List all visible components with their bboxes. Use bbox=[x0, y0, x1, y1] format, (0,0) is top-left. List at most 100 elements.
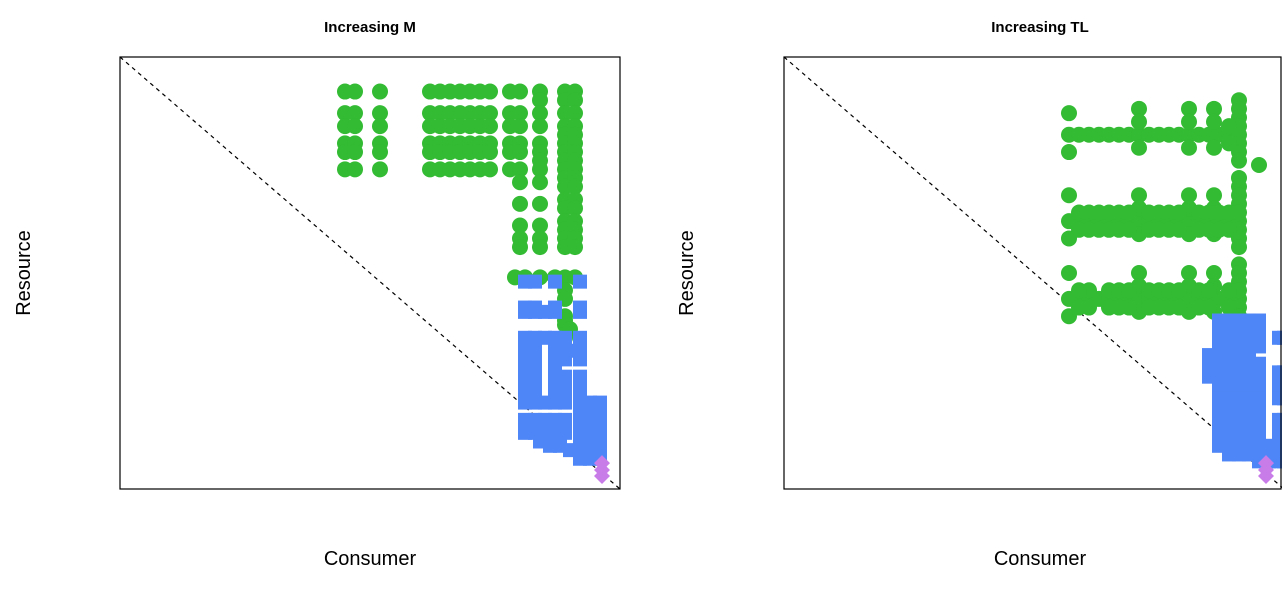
y-axis-label: Resource bbox=[676, 230, 698, 316]
data-point bbox=[1231, 152, 1247, 169]
chart-panel-2: Increasing TL Consumer Resource bbox=[676, 19, 1282, 570]
data-point bbox=[567, 178, 583, 195]
data-point bbox=[573, 274, 587, 289]
series-diamond bbox=[594, 455, 610, 485]
data-point bbox=[1277, 430, 1282, 445]
data-point bbox=[1171, 204, 1187, 221]
data-point bbox=[372, 118, 388, 135]
data-point bbox=[1258, 468, 1274, 485]
data-point bbox=[1252, 399, 1266, 414]
data-point bbox=[573, 304, 587, 319]
data-point bbox=[1211, 204, 1227, 221]
data-point bbox=[512, 83, 528, 100]
data-point bbox=[1221, 118, 1237, 135]
data-point bbox=[1171, 299, 1187, 316]
data-point bbox=[1121, 221, 1137, 238]
data-point bbox=[1131, 100, 1147, 117]
series-circle bbox=[1061, 92, 1267, 329]
data-point bbox=[1277, 365, 1282, 380]
data-point bbox=[512, 174, 528, 191]
data-point bbox=[512, 217, 528, 234]
data-point bbox=[347, 161, 363, 178]
data-point bbox=[372, 144, 388, 161]
series-square bbox=[518, 274, 607, 466]
data-point bbox=[1181, 100, 1197, 117]
data-point bbox=[567, 105, 583, 122]
data-point bbox=[573, 352, 587, 367]
data-point bbox=[1121, 299, 1137, 316]
data-point bbox=[1277, 374, 1282, 388]
series-circle bbox=[337, 83, 583, 346]
data-point bbox=[347, 105, 363, 122]
series-square bbox=[1202, 313, 1282, 469]
data-point bbox=[1231, 239, 1247, 256]
chart-title: Increasing TL bbox=[991, 19, 1089, 36]
y-axis-label: Resource bbox=[13, 230, 35, 316]
data-point bbox=[532, 217, 548, 234]
data-point bbox=[1201, 282, 1217, 299]
plot-area bbox=[120, 57, 620, 489]
data-point bbox=[532, 105, 548, 122]
data-point bbox=[482, 83, 498, 100]
data-point bbox=[482, 144, 498, 161]
data-point bbox=[512, 144, 528, 161]
data-point bbox=[1221, 299, 1237, 316]
data-point bbox=[1061, 187, 1077, 204]
data-point bbox=[1181, 265, 1197, 281]
diagonal-line bbox=[784, 57, 1282, 489]
plot-frame bbox=[119, 56, 621, 490]
data-point bbox=[1071, 299, 1087, 316]
plot-area bbox=[784, 57, 1282, 489]
data-point bbox=[1277, 421, 1282, 436]
data-point bbox=[1121, 282, 1137, 299]
data-point bbox=[1277, 438, 1282, 453]
data-point bbox=[512, 239, 528, 256]
data-point bbox=[1206, 139, 1222, 156]
data-point bbox=[347, 144, 363, 161]
data-point bbox=[1061, 105, 1077, 122]
data-point bbox=[1277, 330, 1282, 345]
data-point bbox=[1181, 187, 1197, 204]
data-point bbox=[372, 161, 388, 178]
data-point bbox=[1206, 100, 1222, 117]
chart-title: Increasing M bbox=[324, 19, 416, 36]
data-point bbox=[1061, 265, 1077, 281]
data-point bbox=[1131, 265, 1147, 281]
data-point bbox=[1277, 382, 1282, 397]
data-point bbox=[528, 274, 542, 289]
data-point bbox=[482, 105, 498, 122]
data-point bbox=[482, 161, 498, 178]
data-point bbox=[1277, 391, 1282, 406]
data-point bbox=[1061, 144, 1077, 161]
data-point bbox=[532, 195, 548, 212]
data-point bbox=[372, 105, 388, 122]
data-point bbox=[532, 118, 548, 135]
x-axis-label: Consumer bbox=[994, 548, 1087, 570]
data-point bbox=[1131, 187, 1147, 204]
data-point bbox=[567, 92, 583, 109]
data-point bbox=[372, 83, 388, 100]
data-point bbox=[512, 105, 528, 122]
data-point bbox=[573, 339, 587, 354]
data-point bbox=[482, 118, 498, 135]
plot-frame bbox=[783, 56, 1282, 490]
data-point bbox=[1206, 113, 1222, 130]
data-point bbox=[593, 399, 607, 414]
data-point bbox=[512, 195, 528, 212]
data-point bbox=[548, 274, 562, 289]
data-point bbox=[1121, 204, 1137, 221]
data-point bbox=[558, 425, 572, 440]
data-point bbox=[512, 118, 528, 135]
series-diamond bbox=[1258, 455, 1274, 485]
data-point bbox=[548, 304, 562, 319]
data-point bbox=[532, 174, 548, 191]
data-point bbox=[1206, 265, 1222, 281]
data-point bbox=[1131, 113, 1147, 130]
data-point bbox=[1277, 454, 1282, 469]
data-point bbox=[1201, 299, 1217, 316]
data-point bbox=[1277, 412, 1282, 427]
data-point bbox=[1171, 282, 1187, 299]
data-point bbox=[558, 395, 572, 410]
data-point bbox=[1171, 221, 1187, 238]
data-point bbox=[1221, 135, 1237, 152]
